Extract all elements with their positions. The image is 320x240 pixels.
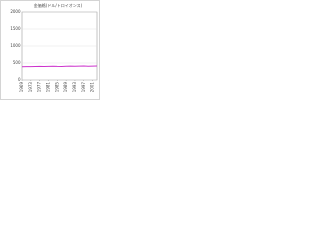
y-tick-label: 500 [13, 60, 21, 65]
chart-title: 金価格(ドル/トロイオンス) [34, 2, 83, 8]
x-tick-label: 2001 [90, 82, 95, 93]
y-tick-label: 1500 [10, 26, 21, 31]
y-tick-label: 2000 [10, 9, 21, 14]
x-tick-label: 1993 [72, 82, 77, 93]
x-tick-label: 1969 [19, 82, 24, 93]
x-tick-label: 1989 [63, 82, 68, 93]
x-tick-label: 1973 [28, 82, 33, 93]
series-line [21, 65, 98, 68]
chart: 金価格(ドル/トロイオンス) 0 500 1000 1500 2000 1969 1973 1… [0, 0, 100, 100]
x-tick-label: 1977 [37, 82, 42, 93]
x-tick-label: 1997 [81, 82, 86, 93]
y-tick-label: 1000 [10, 43, 21, 48]
y-tick-label: 0 [18, 77, 21, 82]
x-tick-label: 1985 [54, 82, 59, 93]
x-tick-label: 1981 [45, 82, 50, 93]
